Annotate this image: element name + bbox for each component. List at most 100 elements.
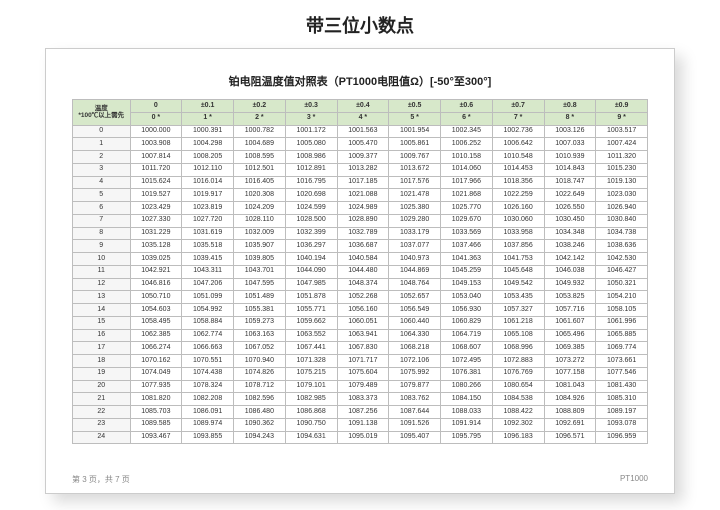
table-row: 121046.8161047.2061047.5951047.9851048.3… [73, 278, 648, 291]
temp-cell: 7 [73, 214, 131, 227]
value-cell: 1033.958 [492, 227, 544, 240]
value-cell: 1086.091 [182, 406, 234, 419]
temp-cell: 1 [73, 138, 131, 151]
header-top-cell: ±0.1 [182, 100, 234, 113]
value-cell: 1017.966 [441, 176, 493, 189]
value-cell: 1041.363 [441, 253, 493, 266]
value-cell: 1093.078 [596, 418, 648, 431]
value-cell: 1050.710 [130, 291, 182, 304]
value-cell: 1021.868 [441, 189, 493, 202]
value-cell: 1037.856 [492, 240, 544, 253]
value-cell: 1042.921 [130, 265, 182, 278]
header-bottom-cell: 1 * [182, 112, 234, 125]
value-cell: 1049.542 [492, 278, 544, 291]
value-cell: 1082.985 [285, 393, 337, 406]
value-cell: 1080.654 [492, 380, 544, 393]
value-cell: 1052.268 [337, 291, 389, 304]
value-cell: 1051.878 [285, 291, 337, 304]
header-bottom-cell: 4 * [337, 112, 389, 125]
value-cell: 1014.060 [441, 163, 493, 176]
temp-cell: 2 [73, 151, 131, 164]
table-row: 61023.4291023.8191024.2091024.5991024.98… [73, 202, 648, 215]
value-cell: 1077.546 [596, 367, 648, 380]
value-cell: 1007.814 [130, 151, 182, 164]
value-cell: 1046.427 [596, 265, 648, 278]
value-cell: 1063.941 [337, 329, 389, 342]
temp-cell: 23 [73, 418, 131, 431]
value-cell: 1023.429 [130, 202, 182, 215]
value-cell: 1080.266 [441, 380, 493, 393]
table-row: 81031.2291031.6191032.0091032.3991032.78… [73, 227, 648, 240]
table-row: 131050.7101051.0991051.4891051.8781052.2… [73, 291, 648, 304]
value-cell: 1081.430 [596, 380, 648, 393]
value-cell: 1087.644 [389, 406, 441, 419]
value-cell: 1026.550 [544, 202, 596, 215]
value-cell: 1003.908 [130, 138, 182, 151]
value-cell: 1049.932 [544, 278, 596, 291]
value-cell: 1087.256 [337, 406, 389, 419]
value-cell: 1042.142 [544, 253, 596, 266]
value-cell: 1037.077 [389, 240, 441, 253]
table-row: 01000.0001000.3911000.7821001.1721001.56… [73, 125, 648, 138]
value-cell: 1050.321 [596, 278, 648, 291]
value-cell: 1024.599 [285, 202, 337, 215]
value-cell: 1058.884 [182, 316, 234, 329]
value-cell: 1033.569 [441, 227, 493, 240]
value-cell: 1030.060 [492, 214, 544, 227]
table-row: 41015.6241016.0141016.4051016.7951017.18… [73, 176, 648, 189]
value-cell: 1088.033 [441, 406, 493, 419]
value-cell: 1015.624 [130, 176, 182, 189]
value-cell: 1011.720 [130, 163, 182, 176]
value-cell: 1037.466 [441, 240, 493, 253]
value-cell: 1030.840 [596, 214, 648, 227]
temp-cell: 14 [73, 304, 131, 317]
temp-cell: 4 [73, 176, 131, 189]
value-cell: 1095.795 [441, 431, 493, 444]
temp-cell: 6 [73, 202, 131, 215]
value-cell: 1054.210 [596, 291, 648, 304]
temp-cell: 15 [73, 316, 131, 329]
value-cell: 1039.025 [130, 253, 182, 266]
value-cell: 1068.218 [389, 342, 441, 355]
value-cell: 1093.855 [182, 431, 234, 444]
value-cell: 1074.049 [130, 367, 182, 380]
value-cell: 1077.158 [544, 367, 596, 380]
value-cell: 1057.327 [492, 304, 544, 317]
value-cell: 1072.883 [492, 355, 544, 368]
value-cell: 1051.099 [182, 291, 234, 304]
value-cell: 1074.826 [234, 367, 286, 380]
footer-right: PT1000 [620, 474, 648, 485]
value-cell: 1019.527 [130, 189, 182, 202]
value-cell: 1078.712 [234, 380, 286, 393]
header-bottom-cell: 0 * [130, 112, 182, 125]
value-cell: 1012.501 [234, 163, 286, 176]
value-cell: 1026.940 [596, 202, 648, 215]
value-cell: 1075.604 [337, 367, 389, 380]
value-cell: 1038.636 [596, 240, 648, 253]
temp-cell: 13 [73, 291, 131, 304]
value-cell: 1039.805 [234, 253, 286, 266]
value-cell: 1063.163 [234, 329, 286, 342]
value-cell: 1096.183 [492, 431, 544, 444]
value-cell: 1034.738 [596, 227, 648, 240]
value-cell: 1027.330 [130, 214, 182, 227]
table-head: 温度 *100℃以上需先 0±0.1±0.2±0.3±0.4±0.5±0.6±0… [73, 100, 648, 126]
value-cell: 1029.670 [441, 214, 493, 227]
value-cell: 1086.868 [285, 406, 337, 419]
value-cell: 1009.767 [389, 151, 441, 164]
value-cell: 1057.716 [544, 304, 596, 317]
value-cell: 1064.330 [389, 329, 441, 342]
value-cell: 1025.380 [389, 202, 441, 215]
value-cell: 1060.051 [337, 316, 389, 329]
value-cell: 1028.890 [337, 214, 389, 227]
corner-bottom: *100℃以上需先 [73, 112, 130, 119]
value-cell: 1056.549 [389, 304, 441, 317]
value-cell: 1075.992 [389, 367, 441, 380]
value-cell: 1000.000 [130, 125, 182, 138]
value-cell: 1061.607 [544, 316, 596, 329]
value-cell: 1054.992 [182, 304, 234, 317]
value-cell: 1088.422 [492, 406, 544, 419]
page-heading: 带三位小数点 [0, 0, 720, 48]
value-cell: 1004.689 [234, 138, 286, 151]
value-cell: 1055.771 [285, 304, 337, 317]
